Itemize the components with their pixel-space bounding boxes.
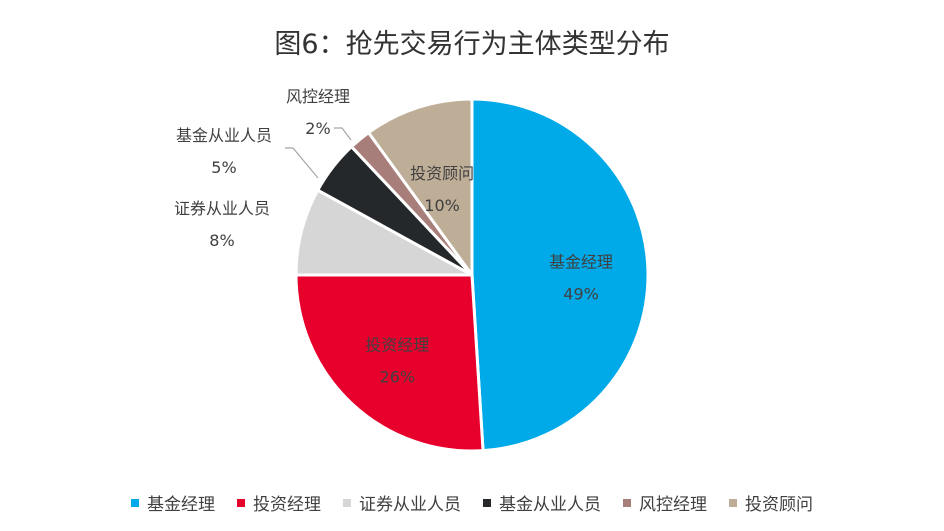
slice-label-6: 投资顾问 <box>410 164 474 183</box>
leader-line-5 <box>334 127 352 141</box>
slice-label-3: 证券从业人员 <box>174 199 270 218</box>
legend-label: 基金经理 <box>147 495 215 515</box>
pie-slice-3 <box>294 188 473 277</box>
slice-value-3: 8% <box>209 231 234 250</box>
legend-item-2: 投资经理 <box>237 490 321 515</box>
slice-value-4: 5% <box>211 158 236 177</box>
legend-label: 投资顾问 <box>745 495 813 515</box>
slice-label-1: 基金经理 <box>549 253 613 272</box>
legend-item-5: 风控经理 <box>623 490 707 515</box>
legend-item-1: 基金经理 <box>131 490 215 515</box>
pie-slice-2 <box>294 273 485 453</box>
chart-title: 图6：抢先交易行为主体类型分布 <box>274 29 670 60</box>
slice-label-5: 风控经理 <box>286 87 350 106</box>
chart-legend: 基金经理 投资经理 证券从业人员 基金从业人员 风控经理 投资顾问 <box>0 490 944 515</box>
slice-value-6: 10% <box>424 196 460 215</box>
slice-value-2: 26% <box>380 368 416 387</box>
pie-chart: 基金经理 49% 投资经理 26% 证券从业人员 8% 基金从业人员 5% 风控经理 2% 投资顾问… <box>174 87 650 453</box>
slice-value-5: 2% <box>305 119 330 138</box>
slice-value-1: 49% <box>563 285 599 304</box>
legend-swatch <box>729 498 737 507</box>
leader-lines <box>285 127 352 179</box>
legend-item-4: 基金从业人员 <box>483 490 601 515</box>
legend-label: 证券从业人员 <box>359 495 461 515</box>
legend-swatch <box>131 498 139 507</box>
pie-slice-1 <box>470 97 650 453</box>
legend-swatch <box>343 498 351 507</box>
slice-label-4: 基金从业人员 <box>176 126 272 145</box>
slice-label-2: 投资经理 <box>365 336 429 355</box>
pie-slice-6 <box>366 97 474 280</box>
legend-swatch <box>623 498 631 507</box>
slice-labels: 基金经理 49% 投资经理 26% 证券从业人员 8% 基金从业人员 5% 风控经理 2% 投资顾问… <box>174 87 613 387</box>
legend-label: 基金从业人员 <box>499 495 601 515</box>
legend-swatch <box>483 498 491 507</box>
legend-item-3: 证券从业人员 <box>343 490 461 515</box>
legend-label: 风控经理 <box>639 495 707 515</box>
pie-slices <box>294 97 650 453</box>
legend-label: 投资经理 <box>253 495 321 515</box>
legend-swatch <box>237 498 245 507</box>
legend-item-6: 投资顾问 <box>729 490 813 515</box>
leader-line-4 <box>285 147 319 179</box>
